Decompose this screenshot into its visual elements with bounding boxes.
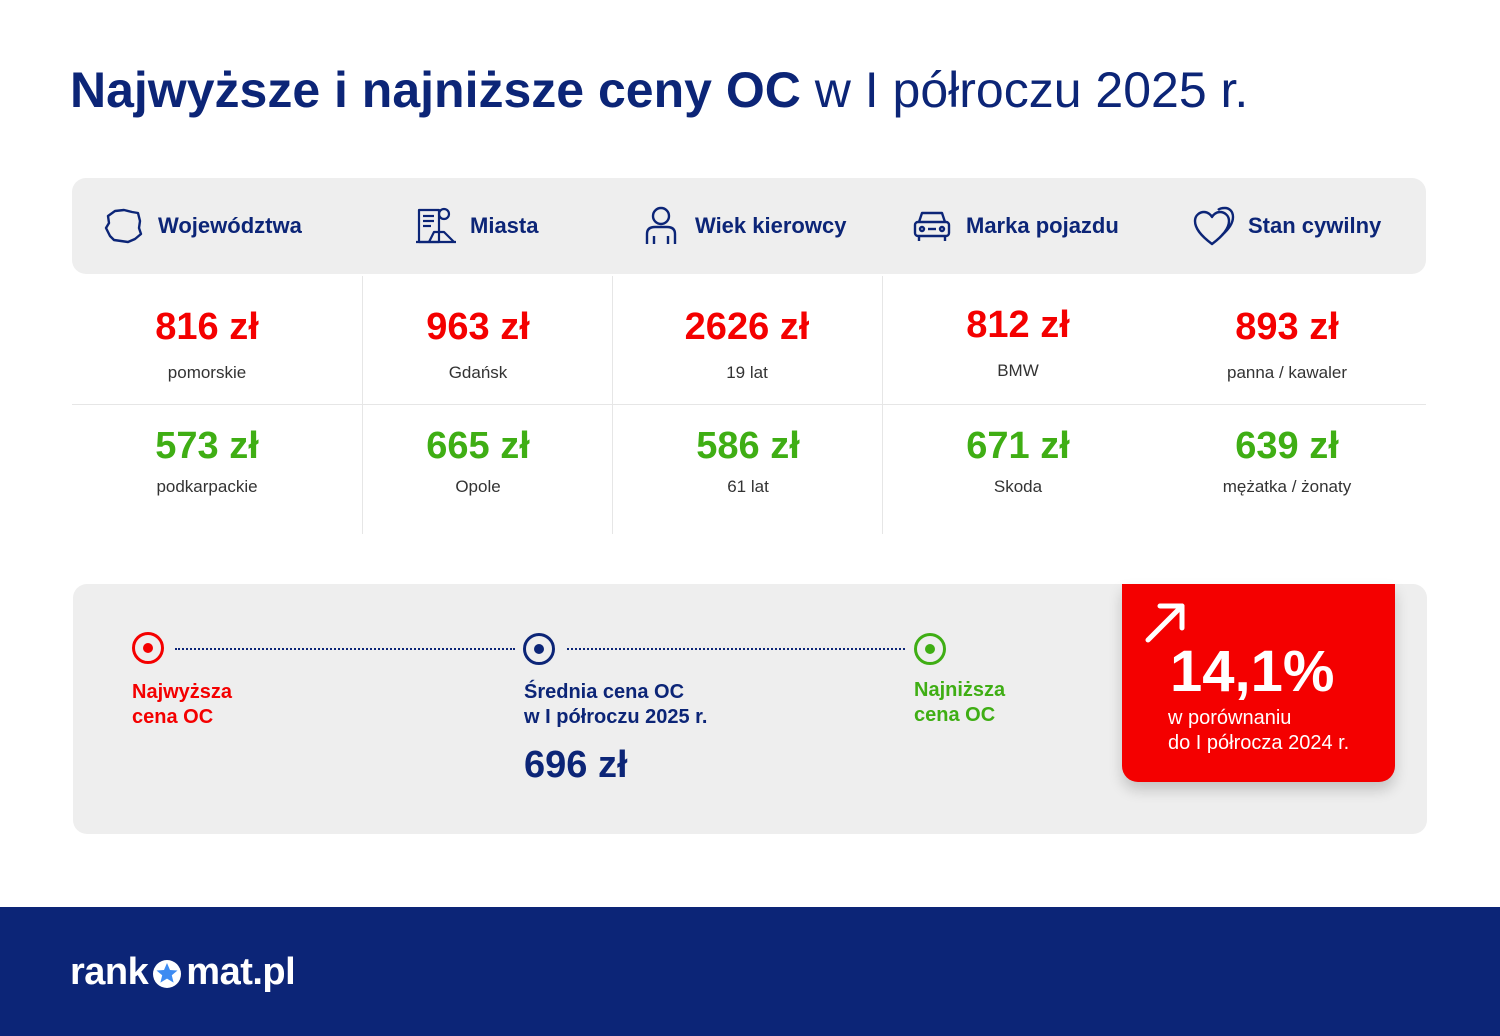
lowest-price: 573 zł <box>155 425 259 467</box>
highest-price: 2626 zł <box>684 306 810 348</box>
highest-label: 19 lat <box>726 363 768 382</box>
lowest-cell-wiek: 586 zł 61 lat <box>648 423 848 497</box>
highest-cell-wojewodztwa: 816 zł pomorskie <box>107 304 307 383</box>
category-wojewodztwa: Województwa <box>102 178 302 274</box>
lowest-label: mężatka / żonaty <box>1222 477 1352 496</box>
category-label: Stan cywilny <box>1248 213 1382 238</box>
dotted-connector <box>175 648 515 650</box>
lowest-cell-marka: 671 zł Skoda <box>918 423 1118 497</box>
highest-cell-stan: 893 zł panna / kawaler <box>1187 304 1387 383</box>
page-title-light: w I półroczu 2025 r. <box>814 62 1249 118</box>
column-divider <box>882 276 883 534</box>
car-icon <box>913 211 951 241</box>
lowest-legend-line: Najniższa <box>914 679 1006 701</box>
highest-label: Gdańsk <box>448 363 508 382</box>
lowest-label: 61 lat <box>727 477 769 496</box>
highest-cell-miasta: 963 zł Gdańsk <box>378 304 578 383</box>
highest-legend: Najwyższa cena OC <box>132 680 232 730</box>
poland-map-icon <box>104 208 143 244</box>
dotted-connector <box>567 648 905 650</box>
page-title-bold: Najwyższe i najniższe ceny OC <box>70 62 801 118</box>
star-icon <box>153 959 182 988</box>
lowest-label: Opole <box>455 477 501 496</box>
highest-label: panna / kawaler <box>1226 363 1348 382</box>
lowest-price: 639 zł <box>1235 425 1339 467</box>
category-label: Wiek kierowcy <box>695 213 847 238</box>
highest-price: 893 zł <box>1235 306 1339 348</box>
lowest-cell-wojewodztwa: 573 zł podkarpackie <box>107 423 307 497</box>
lowest-label: Skoda <box>993 477 1043 496</box>
lowest-cell-stan: 639 zł mężatka / żonaty <box>1187 423 1387 497</box>
highest-price: 812 zł <box>966 304 1070 346</box>
change-caption: w porównaniu do I półrocza 2024 r. <box>1168 706 1349 756</box>
arrow-up-right-icon <box>1145 603 1185 643</box>
average-value: 696 zł <box>524 744 628 786</box>
average-legend-line: Średnia cena OC <box>524 681 685 703</box>
category-label: Miasta <box>470 213 539 238</box>
category-header-bar: Województwa Miasta Wiek kierowcy Marka p… <box>72 178 1426 274</box>
highest-legend-line: cena OC <box>132 706 214 728</box>
price-grid: 816 zł pomorskie 963 zł Gdańsk 2626 zł 1… <box>72 276 1426 534</box>
category-marka: Marka pojazdu <box>910 178 1119 274</box>
row-divider <box>72 404 1426 405</box>
category-label: Województwa <box>158 213 302 238</box>
logo-text-left: rank <box>70 951 149 993</box>
highest-price: 963 zł <box>426 306 530 348</box>
logo-text-right: mat.pl <box>186 951 296 993</box>
column-divider <box>362 276 363 534</box>
highest-label: BMW <box>997 361 1039 380</box>
city-icon <box>416 207 456 244</box>
rankomat-logo[interactable]: rank mat.pl <box>70 951 296 994</box>
lowest-cell-miasta: 665 zł Opole <box>378 423 578 497</box>
hearts-icon <box>1193 206 1235 246</box>
person-icon <box>645 206 677 244</box>
footer: rank mat.pl <box>0 907 1500 1036</box>
lowest-price: 586 zł <box>696 425 800 467</box>
change-percent: 14,1% <box>1170 639 1335 704</box>
category-miasta: Miasta <box>414 178 538 274</box>
highest-marker-icon <box>132 632 164 664</box>
highest-legend-line: Najwyższa <box>132 681 233 703</box>
change-caption-line: w porównaniu <box>1168 707 1292 729</box>
category-stan-cywilny: Stan cywilny <box>1192 178 1381 274</box>
column-divider <box>612 276 613 534</box>
lowest-legend-line: cena OC <box>914 704 996 726</box>
average-marker-icon <box>523 633 555 665</box>
category-label: Marka pojazdu <box>966 213 1119 238</box>
lowest-price: 665 zł <box>426 425 530 467</box>
highest-cell-marka: 812 zł BMW <box>918 302 1118 381</box>
category-wiek: Wiek kierowcy <box>639 178 846 274</box>
average-legend-line: w I półroczu 2025 r. <box>524 706 708 728</box>
change-card: 14,1% w porównaniu do I półrocza 2024 r. <box>1122 584 1395 782</box>
lowest-price: 671 zł <box>966 425 1070 467</box>
lowest-legend: Najniższa cena OC <box>914 678 1005 728</box>
highest-cell-wiek: 2626 zł 19 lat <box>647 304 847 383</box>
change-caption-line: do I półrocza 2024 r. <box>1168 732 1350 754</box>
lowest-marker-icon <box>914 633 946 665</box>
lowest-label: podkarpackie <box>156 477 258 496</box>
highest-label: pomorskie <box>167 363 247 382</box>
page-title: Najwyższe i najniższe ceny OC w I półroc… <box>70 60 1248 120</box>
average-legend: Średnia cena OC w I półroczu 2025 r. <box>524 680 707 730</box>
highest-price: 816 zł <box>155 306 259 348</box>
